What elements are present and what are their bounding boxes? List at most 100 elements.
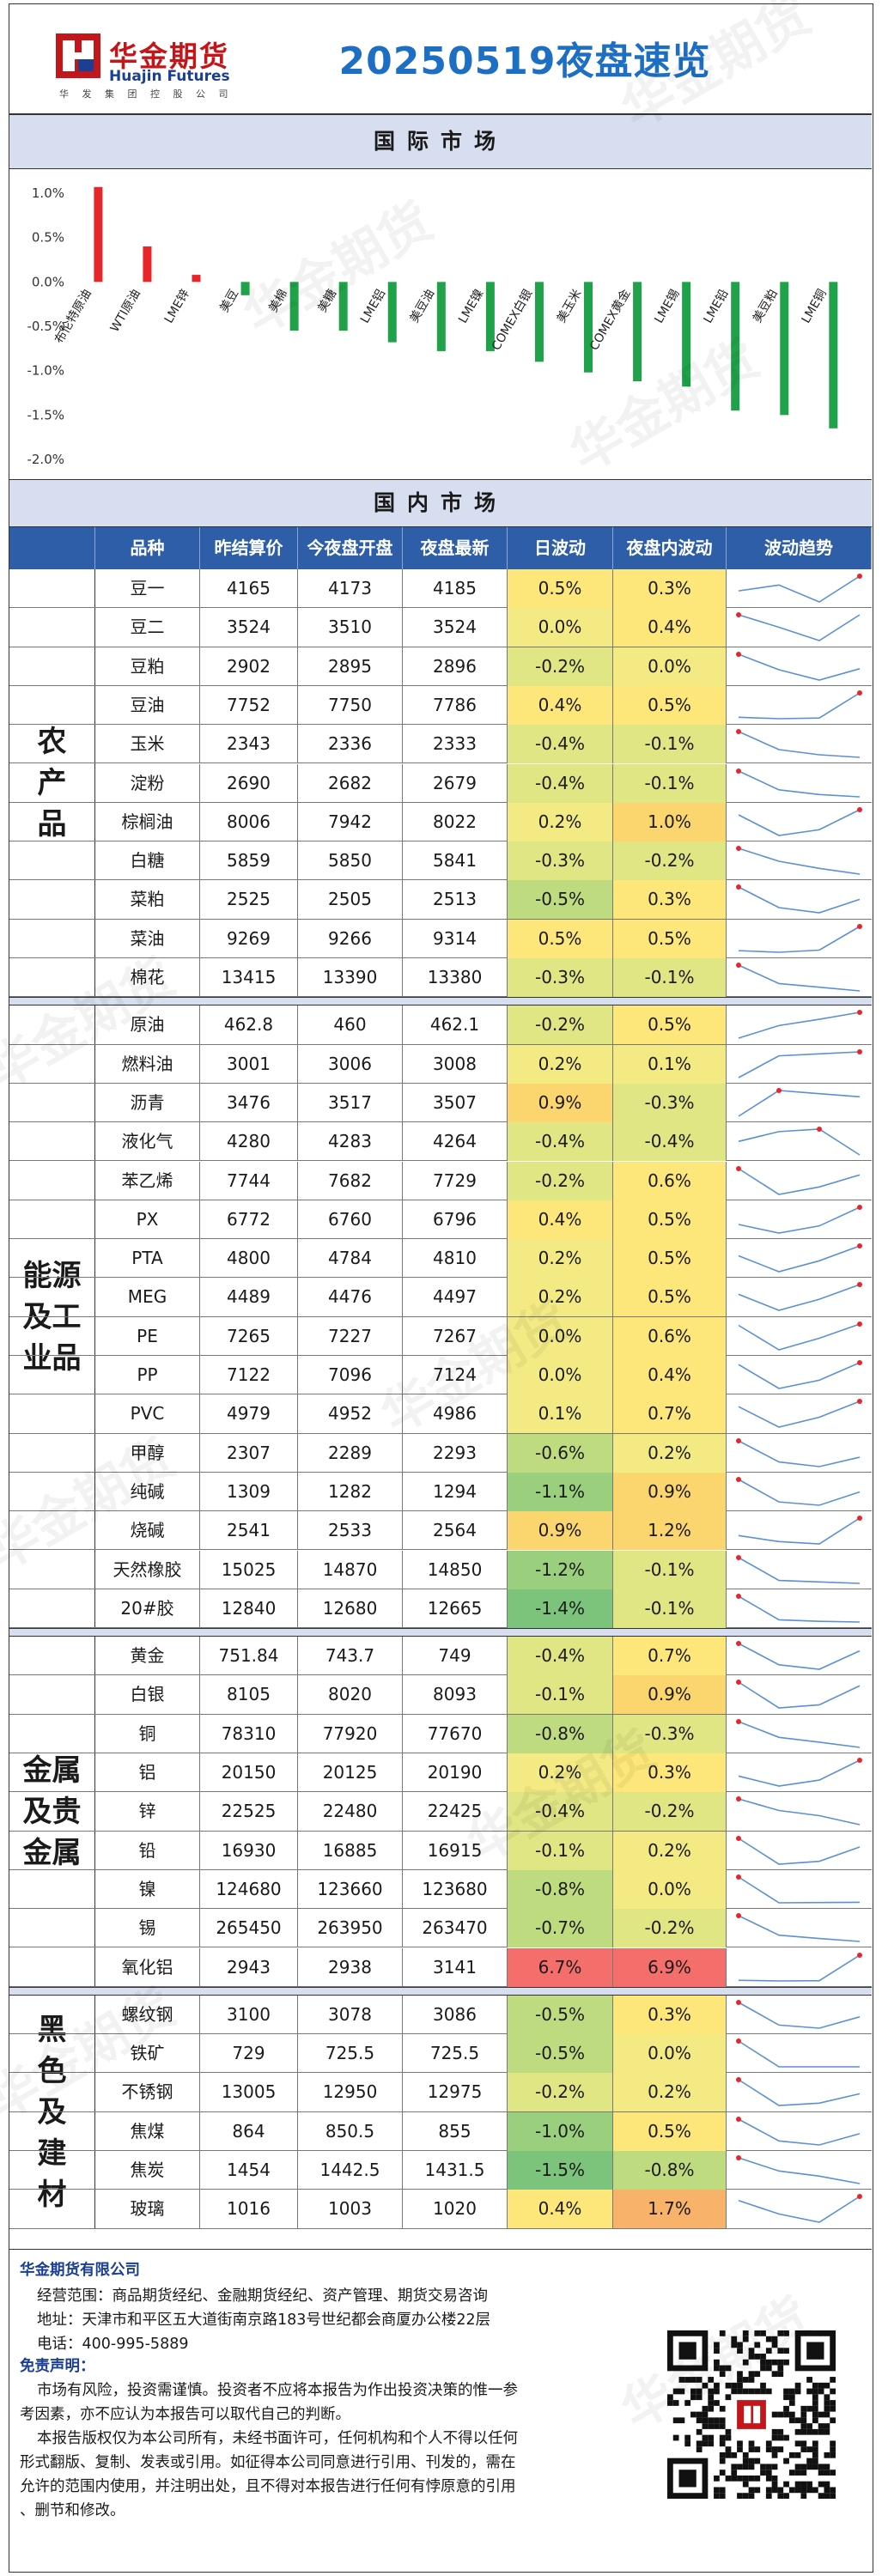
table-row: 焦炭 1454 1442.5 1431.5 -1.5% -0.8% [9, 2151, 872, 2190]
category-label: 美豆油 [407, 287, 437, 325]
night-last: 2896 [403, 647, 508, 686]
table-row: 玻璃 1016 1003 1020 0.4% 1.7% [9, 2190, 872, 2229]
trend-sparkline [738, 1952, 862, 1982]
night-last: 4986 [403, 1394, 508, 1434]
category-label: LME铝 [358, 287, 388, 325]
trend-sparkline [736, 1874, 861, 1904]
night-change: 0.7% [613, 1394, 727, 1434]
footer-company: 华金期货有限公司 [20, 2262, 140, 2279]
night-last: 12975 [403, 2073, 508, 2112]
trend-sparkline [736, 1165, 861, 1195]
night-last: 8022 [403, 802, 508, 841]
prev-settle: 13415 [200, 958, 298, 997]
prev-settle: 864 [200, 2111, 298, 2151]
night-open: 9266 [298, 919, 403, 958]
prev-settle: 9269 [200, 919, 298, 958]
night-change: -0.1% [613, 725, 727, 764]
night-change: -0.1% [613, 958, 727, 997]
day-change: -0.2% [508, 1005, 613, 1045]
table-row: PP 7122 7096 7124 0.0% 0.4% [9, 1356, 872, 1395]
trend-sparkline [738, 1010, 862, 1040]
night-change: -0.4% [613, 1122, 727, 1162]
trend-sparkline [738, 1758, 862, 1787]
night-change: -0.8% [613, 2151, 727, 2190]
product-name: 白糖 [95, 841, 200, 881]
table-row: 不锈钢 13005 12950 12975 -0.2% 0.2% [9, 2073, 872, 2112]
column-header: 夜盘最新 [403, 527, 508, 569]
night-change: 0.4% [613, 608, 727, 647]
trend-sparkline [736, 1437, 861, 1467]
table-row: 螺纹钢 3100 3078 3086 -0.5% 0.3% [9, 1995, 872, 2035]
night-open: 14870 [298, 1550, 403, 1589]
night-last: 462.1 [403, 1005, 508, 1045]
night-last: 4497 [403, 1278, 508, 1317]
table-row: 白银 8105 8020 8093 -0.1% 0.9% [9, 1675, 872, 1715]
product-name: 沥青 [95, 1083, 200, 1122]
product-name: 天然橡胶 [95, 1550, 200, 1589]
day-change: -0.4% [508, 725, 613, 764]
night-open: 263950 [298, 1909, 403, 1948]
product-name: 液化气 [95, 1122, 200, 1162]
table-row: 甲醇 2307 2289 2293 -0.6% 0.2% [9, 1433, 872, 1473]
night-last: 16915 [403, 1831, 508, 1870]
product-name: 镍 [95, 1869, 200, 1909]
night-open: 1003 [298, 2190, 403, 2229]
brand-name-cn: 华金期货 [109, 39, 229, 73]
day-change: -0.5% [508, 1995, 613, 2034]
trend-sparkline [736, 1913, 861, 1942]
product-name: PVC [95, 1394, 200, 1434]
table-row: 棉花 13415 13390 13380 -0.3% -0.1% [9, 958, 872, 998]
trend-sparkline [738, 1204, 862, 1234]
night-last: 22425 [403, 1792, 508, 1832]
product-name: 20#胶 [95, 1589, 200, 1628]
table-row: 白糖 5859 5850 5841 -0.3% -0.2% [9, 841, 872, 881]
trend-sparkline [736, 884, 861, 914]
qr-code-icon [667, 2330, 836, 2499]
trend-sparkline [736, 2038, 860, 2068]
night-change: -0.2% [613, 1792, 727, 1832]
night-open: 7227 [298, 1316, 403, 1356]
night-last: 7124 [403, 1356, 508, 1394]
trend-sparkline [738, 806, 862, 836]
product-name: 烧碱 [95, 1511, 200, 1551]
huajin-logo-icon [56, 33, 100, 78]
category-label: 布伦特原油 [52, 287, 94, 346]
night-last: 725.5 [403, 2034, 508, 2074]
category-label: LME铅 [701, 287, 731, 325]
product-name: PP [95, 1356, 200, 1394]
trend-sparkline [736, 2077, 861, 2107]
day-change: -0.2% [508, 1161, 613, 1200]
prev-settle: 1454 [200, 2151, 298, 2190]
day-change: 0.5% [508, 569, 613, 608]
day-change: -0.3% [508, 958, 613, 997]
day-change: 0.2% [508, 1278, 613, 1317]
group-label: 黑色及建材 [9, 1995, 95, 2229]
night-open: 3078 [298, 1995, 403, 2034]
day-change: -0.7% [508, 1909, 613, 1948]
product-name: 不锈钢 [95, 2073, 200, 2112]
table-row: 沥青 3476 3517 3507 0.9% -0.3% [9, 1083, 872, 1123]
disclaimer-line: 允许的范围内使用，并注明出处，且不得对本报告进行任何有悖原意的引用 [20, 2478, 516, 2495]
product-name: 铜 [95, 1714, 200, 1753]
night-last: 3507 [403, 1083, 508, 1122]
group-separator [9, 997, 872, 1006]
product-name: 黄金 [95, 1637, 200, 1676]
night-change: 0.5% [613, 1200, 727, 1239]
category-label: 美豆 [217, 287, 241, 314]
product-name: 豆粕 [95, 647, 200, 686]
category-label: COMEX黄金 [587, 287, 633, 353]
table-row: 豆油 7752 7750 7786 0.4% 0.5% [9, 685, 872, 726]
night-last: 20190 [403, 1753, 508, 1792]
prev-settle: 12840 [200, 1589, 298, 1628]
product-name: 菜油 [95, 919, 200, 958]
night-open: 3510 [298, 608, 403, 647]
table-row: PX 6772 6760 6796 0.4% 0.5% [9, 1200, 872, 1240]
trend-sparkline [736, 1999, 861, 2029]
trend-sparkline [736, 1796, 861, 1826]
trend-sparkline [736, 2116, 861, 2146]
table-row: 原油 462.8 460 462.1 -0.2% 0.5% [9, 1005, 872, 1045]
trend-sparkline [736, 1476, 861, 1506]
y-tick-label: -0.5% [27, 319, 64, 334]
bar-LME镍 [485, 282, 495, 351]
